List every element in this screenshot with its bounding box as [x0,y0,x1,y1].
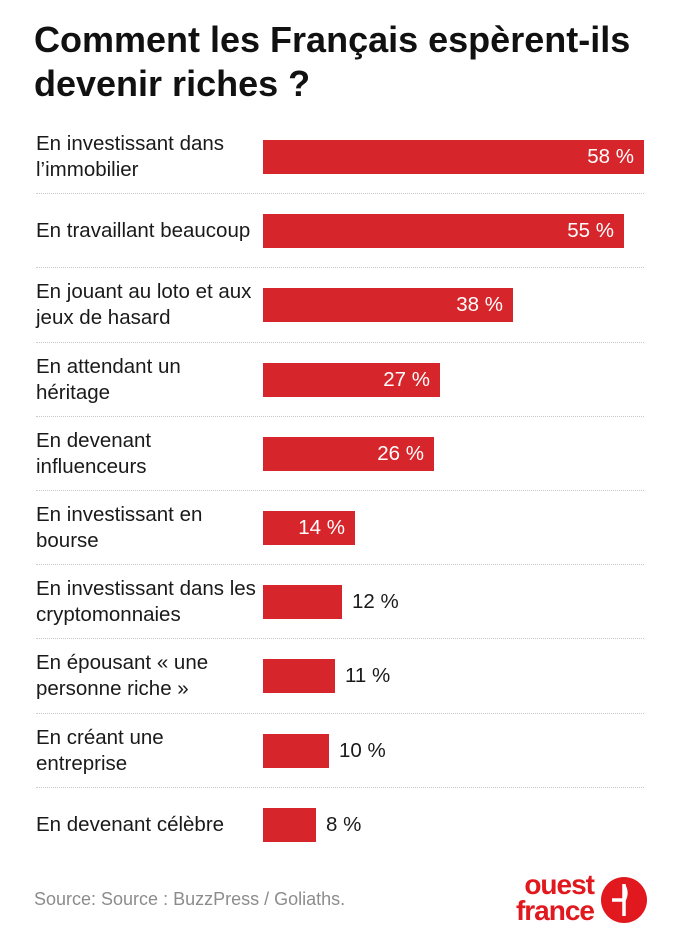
ouest-france-logo[interactable]: ouest france [484,866,654,930]
bar-row: En jouant au loto et aux jeux de hasard 3… [0,268,680,342]
row-separator [36,267,644,268]
row-separator [36,416,644,417]
row-separator [36,787,644,788]
row-separator [36,193,644,194]
category-label: En investissant en bourse [36,503,203,552]
bar [263,140,644,174]
value-label: 27 % [383,367,430,391]
category-label: En épousant « une personne riche » [36,651,209,701]
value-label: 8 % [326,812,362,836]
bar [263,436,434,471]
row-separator [36,638,644,639]
row-separator [36,490,644,491]
bar [263,214,624,249]
bar [263,362,440,397]
value-label: 58 % [587,145,634,168]
value-label: 38 % [456,293,503,317]
category-label: En investissant dans l’immobilier [36,132,225,181]
value-label: 26 % [377,441,424,465]
bar [263,659,335,694]
bar-row: En épousant « une personne riche » 11 % [0,639,680,713]
chart-title: Comment les Français espèrent-ils deveni… [34,19,631,104]
logo-text-ouest: ouest [524,869,595,900]
value-label: 12 % [352,590,399,614]
value-label: 10 % [339,738,386,762]
bar [263,288,513,323]
bar-row: En investissant en bourse 14 % [0,491,680,565]
value-label: 55 % [567,219,614,243]
row-separator [36,713,644,714]
bar-row: En attendant un héritage 27 % [0,343,680,417]
category-label: En devenant célèbre [36,812,225,836]
bar [263,807,316,842]
category-label: En créant une entreprise [36,725,164,775]
logo-text-france: france [515,895,595,926]
bar [263,585,342,620]
value-label: 14 % [298,516,345,539]
bar-row: En créant une entreprise 10 % [0,714,680,788]
bar [263,733,329,768]
category-label: En attendant un héritage [36,354,181,404]
bar-row: En investissant dans l’immobilier 58 % [0,120,680,194]
bar-row: En investissant dans les cryptomonnaies 1… [0,565,680,639]
category-label: En investissant dans les cryptomonnaies [36,577,256,627]
bar-row: En devenant célèbre 8 % [0,788,680,862]
row-separator [36,564,644,565]
category-label: En jouant au loto et aux jeux de hasard [36,280,252,330]
row-separator [36,342,644,343]
source-note: Source: Source : BuzzPress / Goliaths. [34,889,346,909]
logo-mark-icon [601,877,647,923]
value-label: 11 % [345,664,391,688]
bar-row: En devenant influenceurs 26 % [0,417,680,491]
bar [263,511,355,545]
bar-row: En travaillant beaucoup 55 % [0,194,680,268]
category-label: En travaillant beaucoup [36,219,251,243]
category-label: En devenant influenceurs [36,428,152,478]
